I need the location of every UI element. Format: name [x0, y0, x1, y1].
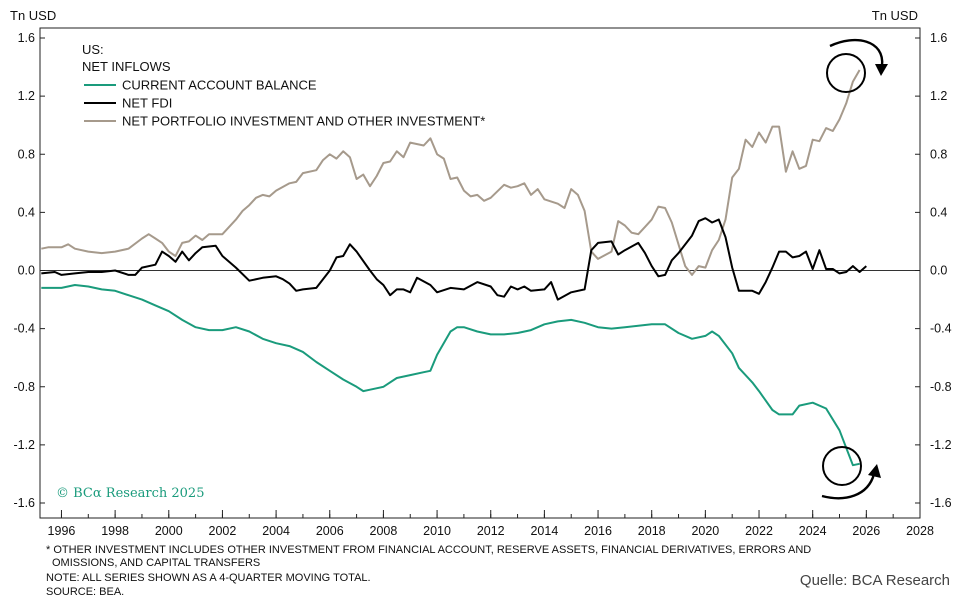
series-line-2 [41, 69, 861, 276]
y-tick-label-left: -1.6 [13, 496, 35, 510]
upper-arrowhead-icon [875, 64, 888, 76]
x-axis: 1996 1998 2000 2002 2004 2006 2008 2010 2012 2014… [48, 510, 934, 538]
legend-subtitle: NET INFLOWS [82, 59, 171, 74]
legend: US: NET INFLOWS CURRENT ACCOUNT BALANCE NET… [82, 42, 485, 129]
y-tick-label-right: -1.6 [930, 496, 952, 510]
watermark: © BCα Research 2025 [56, 486, 205, 501]
x-tick-label: 2014 [530, 524, 558, 538]
y-tick-label-left: -1.2 [13, 438, 35, 452]
x-tick-label: 2010 [423, 524, 451, 538]
x-tick-label: 2018 [638, 524, 666, 538]
y-unit-right: Tn USD [871, 8, 918, 23]
x-tick-label: 1998 [101, 524, 129, 538]
footnote-note: NOTE: ALL SERIES SHOWN AS A 4-QUARTER MO… [46, 572, 371, 584]
y-tick-label-right: -0.4 [930, 322, 952, 336]
x-tick-label: 2008 [370, 524, 398, 538]
y-tick-label-left: 0.0 [18, 264, 35, 278]
lower-arrowhead-icon [868, 464, 881, 478]
footnote-source: SOURCE: BEA. [46, 586, 125, 598]
upper-arrow-icon [829, 38, 884, 67]
x-tick-label: 2026 [852, 524, 880, 538]
x-tick-label: 2002 [209, 524, 237, 538]
x-tick-label: 2016 [584, 524, 612, 538]
plot-border [39, 27, 921, 519]
y-tick-label-right: 0.4 [930, 205, 947, 219]
legend-label-2: NET PORTFOLIO INVESTMENT AND OTHER INVES… [122, 114, 485, 129]
legend-title: US: [82, 42, 104, 57]
y-tick-label-right: -1.2 [930, 438, 952, 452]
annotation-arrows [821, 38, 888, 500]
y-tick-label-right: 0.0 [930, 264, 947, 278]
y-tick-label-left: 0.8 [18, 147, 35, 161]
footnote-line-2: OMISSIONS, AND CAPITAL TRANSFERS [52, 557, 261, 569]
y-tick-label-right: 1.6 [930, 31, 947, 45]
x-tick-label: 2000 [155, 524, 183, 538]
x-tick-label: 2028 [906, 524, 934, 538]
y-tick-label-left: -0.8 [13, 380, 35, 394]
y-tick-label-right: 1.2 [930, 89, 947, 103]
series-line-0 [41, 284, 860, 467]
y-tick-label-left: 0.4 [18, 205, 35, 219]
x-tick-label: 1996 [48, 524, 76, 538]
legend-label-1: NET FDI [122, 96, 172, 111]
y-tick-label-left: 1.6 [18, 31, 35, 45]
y-axis-right: 1.6 1.2 0.8 0.4 0.0 -0.4 -0.8 -1.2 -1.6 [915, 31, 952, 510]
y-tick-label-right: 0.8 [930, 147, 947, 161]
x-tick-label: 2022 [745, 524, 773, 538]
upper-circle-icon [826, 53, 866, 93]
y-tick-label-left: 1.2 [18, 89, 35, 103]
x-tick-label: 2020 [691, 524, 719, 538]
lower-arrow-icon [821, 473, 876, 500]
x-tick-label: 2006 [316, 524, 344, 538]
legend-label-0: CURRENT ACCOUNT BALANCE [122, 78, 317, 93]
footnote-line-1: * OTHER INVESTMENT INCLUDES OTHER INVEST… [46, 544, 812, 556]
series-line-1 [41, 217, 867, 301]
source-credit: Quelle: BCA Research [799, 572, 950, 589]
y-unit-left: Tn USD [10, 8, 57, 23]
plot-frame [39, 27, 921, 519]
series-lines [41, 69, 867, 467]
x-tick-label: 2024 [799, 524, 827, 538]
y-axis-left: 1.6 1.2 0.8 0.4 0.0 -0.4 -0.8 -1.2 -1.6 [13, 31, 45, 510]
lower-circle-icon [822, 446, 862, 486]
y-tick-label-right: -0.8 [930, 380, 952, 394]
x-tick-label: 2004 [262, 524, 290, 538]
y-tick-label-left: -0.4 [13, 322, 35, 336]
x-tick-label: 2012 [477, 524, 505, 538]
